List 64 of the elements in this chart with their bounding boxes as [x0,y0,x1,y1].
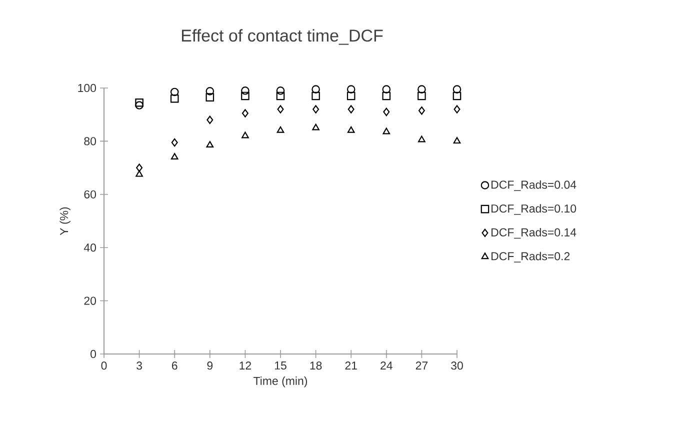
point [382,128,390,134]
legend-label: DCF_Rads=0.10 [492,204,576,215]
point [276,92,285,100]
point [348,105,354,114]
legend-label: DCF_Rads=0.14 [492,228,576,239]
point [346,92,356,100]
point [418,92,426,100]
y-axis-title: Y (%) [60,207,70,236]
x-tick-label: 24 [380,362,392,370]
x-tick-label: 0 [101,362,107,370]
y-tick-label: 60 [84,190,96,198]
point [418,136,426,142]
point [206,93,214,102]
x-tick-label: 27 [416,362,428,370]
point [276,126,284,133]
point [170,153,178,160]
point [136,164,143,172]
y-tick-label: 20 [84,296,96,305]
point [276,86,285,95]
point [170,88,179,96]
point [418,85,426,94]
point [382,92,391,100]
x-tick-label: 30 [451,362,463,370]
x-tick-label: 3 [136,362,142,370]
chart-title: Effect of contact time_DCF [182,29,383,45]
y-tick-label: 80 [84,137,96,146]
point [206,87,214,96]
point [241,86,250,95]
point [206,116,214,124]
point [170,94,179,103]
x-tick-label: 12 [240,362,252,370]
point [418,106,425,115]
point [312,124,320,130]
point [312,85,320,94]
point [312,92,320,100]
point [452,85,462,94]
x-axis-title: Time (min) [253,376,308,388]
point [241,92,250,100]
y-tick-label: 40 [84,244,96,252]
point [346,85,356,94]
point [136,170,143,177]
point [171,138,178,147]
point [347,126,355,133]
legend-label: DCF_Rads=0.04 [492,180,576,191]
y-tick-label: 100 [78,84,96,92]
point [382,85,391,94]
x-tick-label: 9 [207,362,213,370]
point [452,92,462,100]
point [242,132,249,138]
x-tick-label: 18 [310,362,322,370]
legend-label: DCF_Rads=0.2 [492,252,570,262]
y-tick-label: 0 [90,350,96,358]
point [135,98,144,107]
point [277,105,284,114]
x-tick-label: 6 [172,362,178,370]
point [453,137,461,144]
point [454,105,460,114]
x-tick-label: 21 [345,362,357,370]
point [242,109,248,118]
point [135,101,144,110]
point [206,141,214,148]
point [383,108,390,116]
point [312,105,320,114]
x-tick-label: 15 [274,362,286,370]
